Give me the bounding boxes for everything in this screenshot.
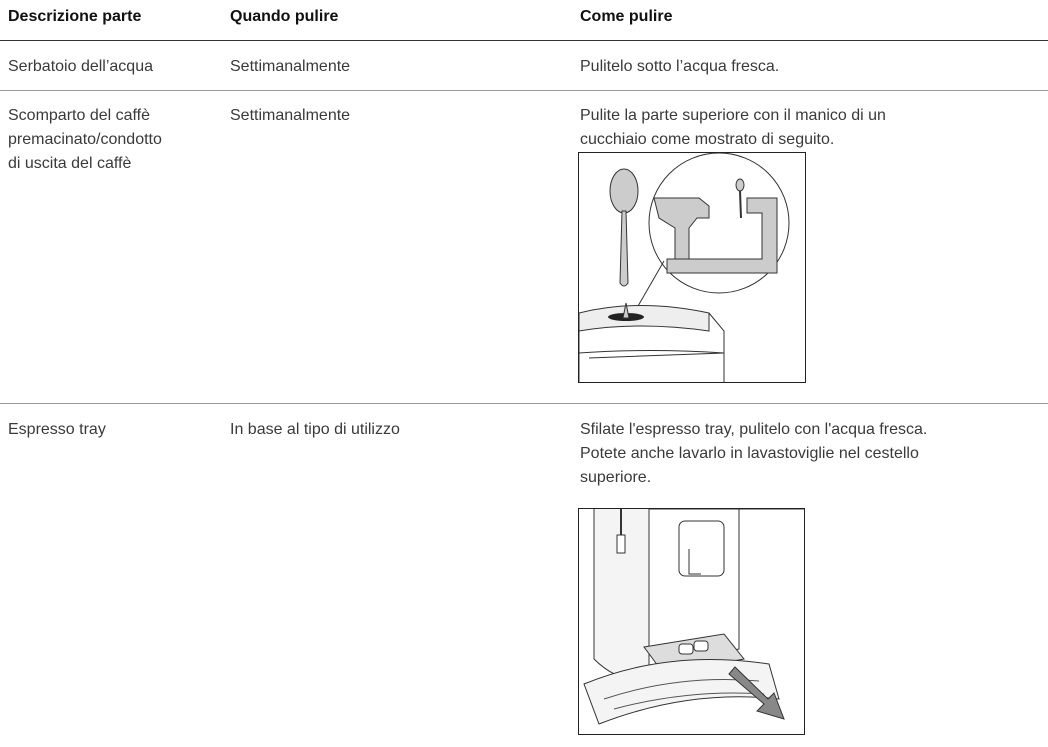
cell: Settimanalmente [230, 58, 351, 75]
header-cell: Come pulire [580, 8, 673, 25]
header-cell: Descrizione parte [8, 8, 142, 25]
cell: Pulite la parte superiore con il manico … [580, 107, 886, 124]
cell: Pulitelo sotto l’acqua fresca. [580, 58, 780, 75]
header-rule [0, 40, 1048, 41]
cell: di uscita del caffè [8, 155, 132, 172]
cell: Scomparto del caffè [8, 107, 151, 124]
row-rule [0, 403, 1048, 404]
cell: Settimanalmente [230, 107, 351, 124]
header-cell: Quando pulire [230, 8, 339, 25]
cell: cucchiaio come mostrato di seguito. [580, 131, 835, 148]
cell: Sfilate l'espresso tray, pulitelo con l'… [580, 421, 928, 438]
row-rule [0, 90, 1048, 91]
cell: premacinato/condotto [8, 131, 162, 148]
cell: Serbatoio dell’acqua [8, 58, 153, 75]
tray-illustration [578, 508, 805, 735]
spoon-illustration [578, 152, 806, 383]
cell: In base al tipo di utilizzo [230, 421, 400, 438]
cell: Espresso tray [8, 421, 106, 438]
cell: Potete anche lavarlo in lavastoviglie ne… [580, 445, 919, 462]
cell: superiore. [580, 469, 652, 486]
